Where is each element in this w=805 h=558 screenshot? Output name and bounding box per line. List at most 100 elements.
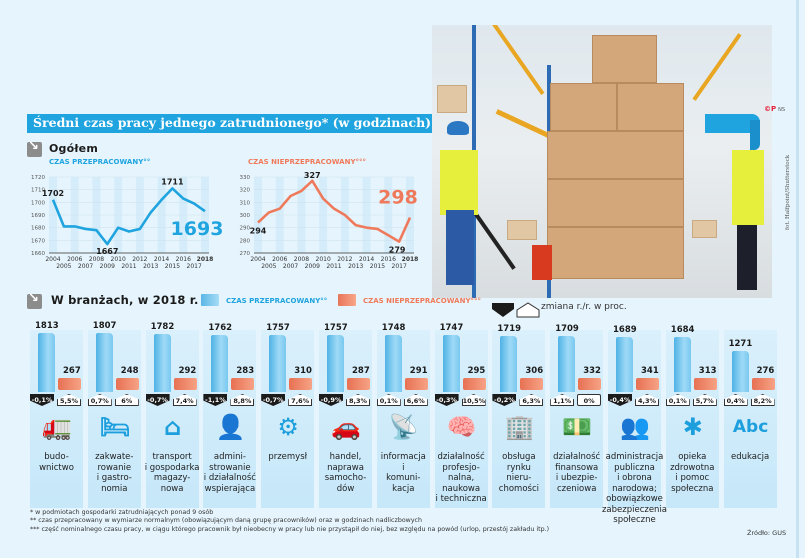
sector-label: administracja publiczna i obrona narodow… bbox=[601, 452, 668, 525]
title-bar-extension-right bbox=[705, 114, 760, 133]
y-tick-label: 1700 bbox=[31, 200, 45, 206]
y-tick-label: 1680 bbox=[31, 226, 45, 232]
not-worked-hours-bar bbox=[347, 378, 370, 390]
footnote: ** czas przepracowany w wymiarze normaln… bbox=[30, 517, 423, 525]
data-label: 327 bbox=[304, 171, 321, 180]
worked-change-badge: 0,1% bbox=[376, 394, 401, 406]
worked-hours-bar bbox=[153, 334, 171, 392]
data-label: 1702 bbox=[42, 189, 64, 198]
sector-card: 1813 267 -0,1% 5,5% 🚛 budo- wnictwo bbox=[30, 321, 83, 508]
not-worked-hours-value: 267 bbox=[63, 366, 81, 376]
not-worked-change-badge: 0% bbox=[577, 394, 602, 406]
sector-label: obsługa rynku nieru- chomości bbox=[498, 452, 539, 494]
concrete-mixer-icon: 🚛 bbox=[42, 413, 72, 441]
not-worked-hours-value: 310 bbox=[294, 366, 312, 376]
worked-hours-value: 1813 bbox=[35, 321, 59, 331]
publisher-logo: ©P NS bbox=[764, 105, 785, 113]
y-tick-label: 1710 bbox=[31, 188, 45, 194]
not-worked-hours-bar bbox=[751, 378, 775, 390]
not-worked-change-badge: 5,7% bbox=[692, 394, 717, 406]
y-tick-label: 270 bbox=[240, 251, 251, 257]
sector-card: 1709 332 1,1% 0% 💵 działalność finansowa i ub… bbox=[550, 324, 604, 508]
title-bar-hook bbox=[750, 120, 760, 150]
section-title-overall: Ogółem bbox=[49, 142, 98, 155]
x-tick-label: 2010 bbox=[111, 256, 126, 263]
warehouse-icon: ⌂ bbox=[164, 413, 182, 441]
y-tick-label: 1660 bbox=[31, 251, 45, 257]
footnote: *** część nominalnego czasu pracy, w cią… bbox=[30, 525, 550, 533]
arrow-down-icon bbox=[492, 303, 514, 317]
x-tick-label: 2018 bbox=[402, 256, 419, 263]
worked-hours-bar bbox=[211, 335, 229, 392]
x-tick-label: 2017 bbox=[187, 263, 202, 270]
title-bar-extension bbox=[357, 114, 432, 133]
worked-change-badge: -1,1% bbox=[203, 394, 228, 406]
legend-label-not-worked: CZAS NIEPRZEPRACOWANY°°° bbox=[363, 297, 482, 305]
photo-credit: fot. Halfpoint/Shutterstock bbox=[785, 154, 791, 230]
sector-card: 1807 248 0,7% 6% 🛏 zakwate- rowanie i gastro-… bbox=[87, 321, 141, 508]
sector-card: 1757 287 -0,9% 8,3% 🚗 handel, naprawa samocho… bbox=[319, 323, 372, 508]
not-worked-change-badge: 5,5% bbox=[57, 394, 81, 406]
x-tick-label: 2012 bbox=[337, 256, 352, 263]
y-tick-label: 1690 bbox=[31, 213, 45, 219]
section-arrow-icon bbox=[27, 291, 42, 309]
not-worked-change-badge: 10,5% bbox=[461, 394, 486, 406]
data-label: 1711 bbox=[161, 177, 184, 186]
x-tick-label: 2008 bbox=[294, 256, 309, 263]
x-tick-label: 2009 bbox=[100, 263, 115, 270]
x-tick-label: 2017 bbox=[392, 263, 407, 270]
sector-label: działalność profesjo- nalna, naukowa i t… bbox=[435, 452, 487, 504]
sector-card: 1271 276 0,4% 8,2% Abc edukacja bbox=[723, 330, 777, 508]
banknotes-icon: 💵 bbox=[562, 413, 593, 441]
x-tick-label: 2016 bbox=[381, 256, 396, 263]
worked-change-badge: -0,3% bbox=[434, 394, 459, 406]
sector-card: 1762 283 -1,1% 8,8% 👤 admini- strowanie i dzi… bbox=[203, 323, 257, 508]
not-worked-change-badge: 6,6% bbox=[403, 394, 428, 406]
x-tick-label: 2013 bbox=[348, 263, 363, 270]
x-tick-label: 2006 bbox=[67, 256, 82, 263]
worked-hours-bar bbox=[38, 333, 55, 392]
call-center-agent-icon: 👤 bbox=[215, 413, 246, 441]
y-tick-label: 310 bbox=[240, 200, 251, 206]
worked-change-badge: -0,9% bbox=[319, 394, 343, 406]
worked-change-badge: -0,7% bbox=[145, 394, 170, 406]
x-tick-label: 2011 bbox=[326, 263, 341, 270]
not-worked-hours-bar bbox=[636, 378, 659, 390]
worked-hours-value: 1719 bbox=[497, 324, 522, 334]
not-worked-hours-value: 291 bbox=[409, 366, 428, 376]
legend-change-arrows bbox=[492, 302, 540, 318]
sector-label: informacja i komuni- kacja bbox=[380, 452, 426, 494]
x-tick-label: 2006 bbox=[272, 256, 287, 263]
legend-swatch-worked bbox=[201, 294, 219, 306]
chart-title-not-worked: CZAS NIEPRZEPRACOWANY°°° bbox=[248, 158, 367, 166]
y-tick-label: 290 bbox=[240, 226, 251, 232]
abc-letters-icon: Abc bbox=[732, 417, 769, 437]
worked-hours-value: 1757 bbox=[266, 323, 290, 333]
not-worked-hours-bar bbox=[173, 378, 197, 390]
worked-hours-bar bbox=[95, 333, 113, 392]
x-tick-label: 2014 bbox=[359, 256, 374, 263]
x-tick-label: 2007 bbox=[78, 263, 93, 270]
not-worked-hours-bar bbox=[58, 378, 81, 390]
x-tick-label: 2007 bbox=[283, 263, 298, 270]
sector-card: 1747 295 -0,3% 10,5% 🧠 działalność profesjo- … bbox=[434, 323, 488, 508]
not-worked-hours-value: 287 bbox=[352, 366, 370, 376]
not-worked-hours-bar bbox=[404, 378, 428, 390]
sector-card: 1757 310 -0,7% 7,6% ⚙ przemysł bbox=[261, 323, 315, 508]
footnote: * w podmiotach gospodarki zatrudniającyc… bbox=[30, 509, 214, 516]
not-worked-hours-bar bbox=[693, 378, 717, 390]
sector-card: 1748 291 0,1% 6,6% 📡 informacja i komuni- kac… bbox=[376, 323, 430, 508]
worked-change-badge: 0,1% bbox=[665, 394, 690, 406]
not-worked-change-badge: 8,3% bbox=[346, 394, 370, 406]
not-worked-hours-bar bbox=[289, 378, 313, 390]
not-worked-hours-value: 341 bbox=[641, 366, 659, 376]
not-worked-hours-value: 276 bbox=[756, 366, 775, 376]
worked-hours-value: 1271 bbox=[728, 339, 753, 349]
not-worked-hours-bar bbox=[231, 378, 255, 390]
x-tick-label: 2018 bbox=[197, 256, 214, 263]
not-worked-hours-value: 332 bbox=[583, 366, 601, 376]
worked-change-badge: 0,4% bbox=[723, 394, 748, 406]
x-tick-label: 2014 bbox=[154, 256, 169, 263]
worked-change-badge: -0,4% bbox=[608, 394, 632, 406]
